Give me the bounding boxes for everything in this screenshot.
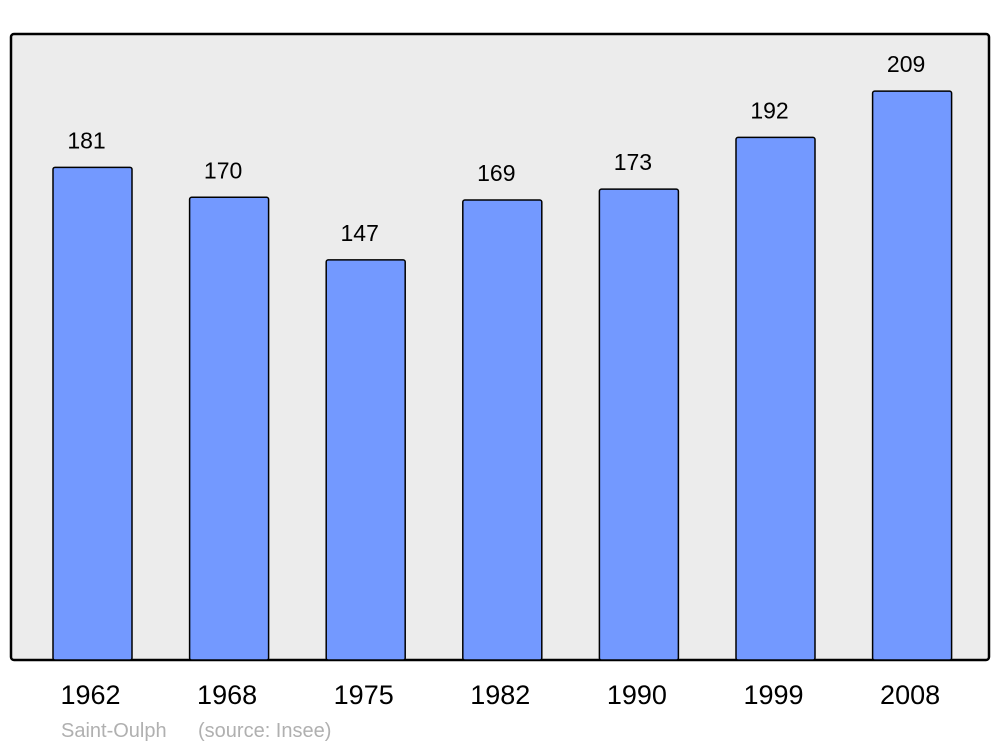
data-label-1990: 173 bbox=[614, 149, 652, 175]
bar-1962 bbox=[52, 166, 133, 661]
bar-1990 bbox=[598, 188, 680, 661]
data-label-2008: 209 bbox=[887, 51, 925, 77]
data-label-1962: 181 bbox=[67, 127, 105, 153]
data-label-1999: 192 bbox=[750, 97, 788, 123]
bar-1975 bbox=[325, 259, 406, 661]
footer-place: Saint-Oulph bbox=[61, 720, 167, 742]
data-label-1982: 169 bbox=[477, 160, 515, 186]
data-label-1975: 147 bbox=[341, 220, 379, 246]
x-tick-label-1999: 1999 bbox=[743, 680, 803, 710]
x-tick-label-2008: 2008 bbox=[880, 680, 940, 710]
bar-2008 bbox=[871, 90, 953, 661]
footer-source: (source: Insee) bbox=[198, 720, 331, 742]
x-tick-label-1975: 1975 bbox=[334, 680, 394, 710]
bar-1982 bbox=[462, 199, 543, 661]
x-tick-label-1968: 1968 bbox=[197, 680, 257, 710]
data-label-1968: 170 bbox=[204, 157, 242, 183]
bar-1999 bbox=[735, 136, 816, 661]
x-tick-label-1962: 1962 bbox=[60, 680, 120, 710]
x-tick-label-1990: 1990 bbox=[607, 680, 667, 710]
bar-1968 bbox=[188, 196, 270, 661]
x-tick-label-1982: 1982 bbox=[470, 680, 530, 710]
